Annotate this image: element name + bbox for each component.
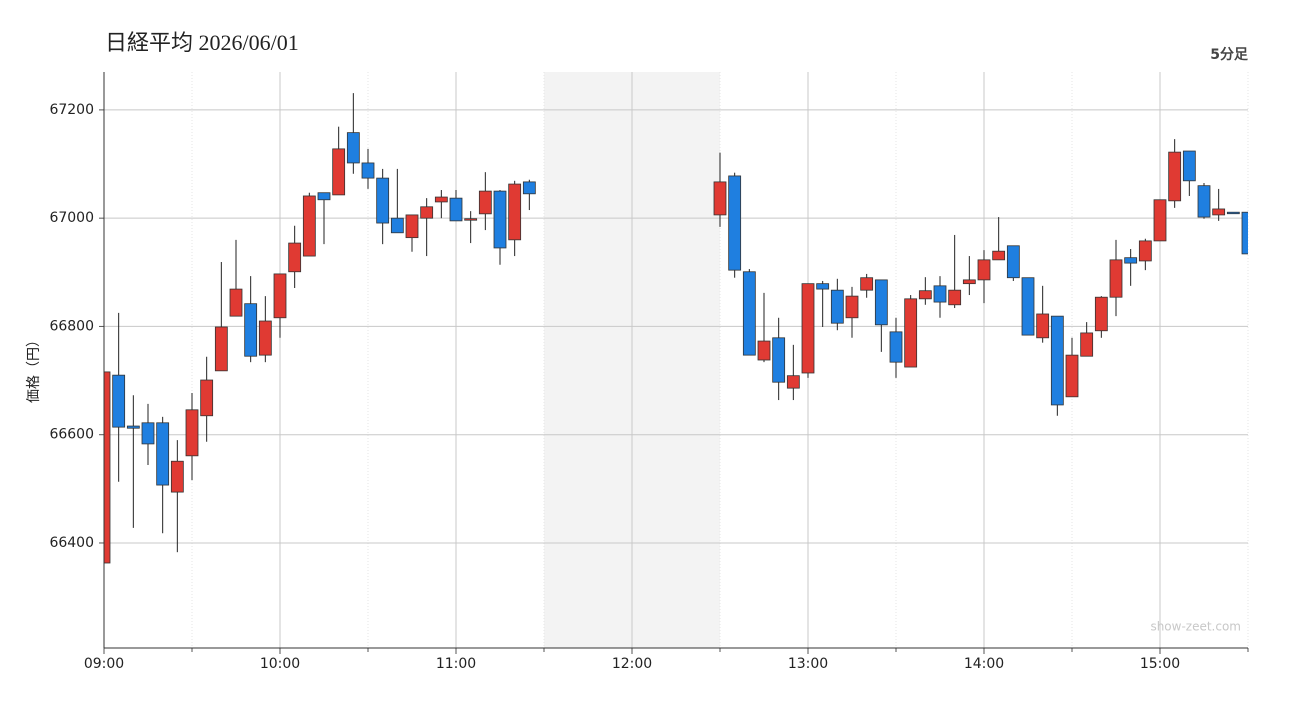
- x-tick-label: 12:00: [612, 656, 652, 672]
- candle-body: [493, 190, 507, 249]
- candle-body: [170, 460, 184, 493]
- candle-body: [112, 374, 126, 428]
- candle-body: [464, 218, 478, 221]
- y-tick-label: 67200: [49, 102, 94, 118]
- candle-body: [933, 285, 947, 303]
- candle-body: [449, 197, 463, 222]
- candle-body: [104, 371, 111, 564]
- x-tick-label: 15:00: [1140, 656, 1180, 672]
- y-axis-label: 価格（円）: [26, 333, 42, 403]
- x-tick-label: 10:00: [260, 656, 300, 672]
- candle-body: [918, 290, 932, 300]
- candle-body: [229, 288, 243, 317]
- candle-body: [258, 320, 272, 356]
- candle-body: [1036, 313, 1050, 339]
- y-tick-label: 66600: [49, 427, 94, 443]
- candle-body: [757, 340, 771, 361]
- candle-body: [214, 326, 228, 372]
- candle-body: [992, 250, 1006, 261]
- watermark: show-zeet.com: [1150, 620, 1241, 634]
- candle-body: [904, 298, 918, 368]
- candle-body: [816, 283, 830, 290]
- candle-body: [346, 132, 360, 164]
- candle-body: [1109, 259, 1123, 298]
- candle-body: [1197, 185, 1211, 218]
- candle-body: [1006, 245, 1020, 279]
- candle-body: [874, 279, 888, 326]
- candle-body: [1182, 150, 1196, 182]
- y-tick-label: 67000: [49, 210, 94, 226]
- candles: [104, 93, 1248, 564]
- candle-body: [126, 425, 140, 429]
- candle-body: [200, 379, 214, 417]
- candle-body: [156, 422, 170, 486]
- candle-body: [772, 337, 786, 383]
- candle-body: [1021, 277, 1035, 336]
- candle-body: [786, 375, 800, 389]
- candle-body: [302, 195, 316, 257]
- y-tick-label: 66400: [49, 535, 94, 551]
- candle-body: [1124, 257, 1138, 264]
- candle-body: [390, 217, 404, 234]
- candle-body: [434, 196, 448, 203]
- x-tick-label: 14:00: [964, 656, 1004, 672]
- subtitle: 5分足: [1210, 47, 1249, 63]
- candle-body: [977, 259, 991, 281]
- candle-body: [742, 271, 756, 356]
- candle-body: [332, 148, 346, 196]
- candle-body: [1065, 354, 1079, 398]
- candle-body: [317, 192, 331, 201]
- x-tick-label: 09:00: [84, 656, 124, 672]
- x-tick-label: 13:00: [788, 656, 828, 672]
- candle-body: [405, 214, 419, 239]
- candle-body: [1080, 332, 1094, 357]
- candle-body: [141, 422, 155, 445]
- candle-body: [478, 190, 492, 215]
- x-tick-label: 11:00: [436, 656, 476, 672]
- candle-body: [889, 331, 903, 363]
- candle-body: [1241, 211, 1248, 255]
- y-tick-label: 66800: [49, 318, 94, 334]
- candle-body: [1050, 315, 1064, 406]
- candle-body: [273, 273, 287, 319]
- candle-body: [376, 177, 390, 224]
- candle-body: [1168, 151, 1182, 202]
- candle-body: [1094, 296, 1108, 332]
- candle-body: [830, 289, 844, 324]
- chart-title: 日経平均 2026/06/01: [105, 30, 299, 55]
- candle-body: [860, 277, 874, 291]
- candle-body: [185, 409, 199, 457]
- candle-body: [361, 162, 375, 179]
- candle-body: [244, 303, 258, 357]
- candle-body: [508, 183, 522, 241]
- candle-body: [948, 289, 962, 306]
- candle-body: [801, 283, 815, 374]
- candle-body: [1212, 208, 1226, 216]
- candle-body: [420, 206, 434, 219]
- candle-body: [713, 181, 727, 216]
- candle-body: [288, 242, 302, 273]
- candle-body: [728, 175, 742, 271]
- candle-body: [522, 181, 536, 195]
- candle-body: [1226, 211, 1240, 215]
- candle-body: [962, 279, 976, 285]
- candle-body: [1153, 199, 1167, 242]
- candle-body: [845, 295, 859, 319]
- candle-body: [1138, 240, 1152, 262]
